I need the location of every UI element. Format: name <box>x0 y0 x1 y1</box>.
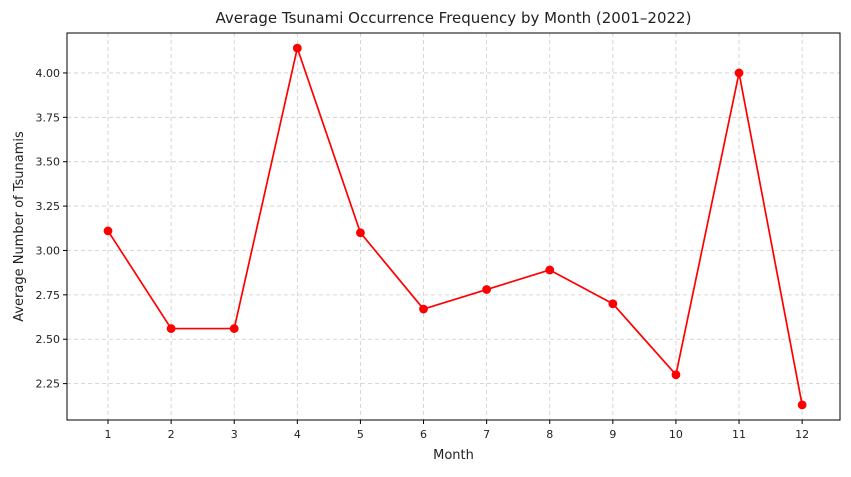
axis-ticks: 1 2 3 4 5 6 7 8 9 10 11 122.252.502.753.003.253.503… <box>36 67 810 441</box>
x-tick-label: 10 <box>669 428 683 441</box>
x-tick-label: 8 <box>546 428 553 441</box>
data-point <box>671 370 681 380</box>
x-tick-label: 1 <box>105 428 112 441</box>
y-tick-label: 3.75 <box>36 111 61 124</box>
y-tick-label: 3.50 <box>36 156 61 169</box>
data-point <box>797 400 807 410</box>
y-tick-label: 2.25 <box>36 378 61 391</box>
data-point <box>734 68 744 78</box>
y-tick-label: 2.50 <box>36 333 61 346</box>
x-axis-title: Month <box>433 448 474 463</box>
chart-title: Average Tsunami Occurrence Frequency by … <box>216 9 692 27</box>
data-point <box>356 228 365 238</box>
x-tick-label: 11 <box>732 428 746 441</box>
data-point <box>608 299 618 309</box>
data-point <box>419 304 428 314</box>
data-point <box>545 265 555 275</box>
y-tick-label: 3.00 <box>36 244 61 257</box>
y-tick-label: 2.75 <box>36 289 61 302</box>
y-tick-label: 4.00 <box>36 67 61 80</box>
data-point <box>482 285 492 294</box>
y-tick-label: 3.25 <box>36 200 61 213</box>
data-point <box>292 43 302 53</box>
data-point <box>166 324 176 333</box>
x-tick-label: 2 <box>168 428 175 441</box>
x-tick-label: 6 <box>420 428 427 441</box>
x-tick-label: 5 <box>357 428 364 441</box>
y-axis-title: Average Number of Tsunamis <box>12 131 27 322</box>
data-point <box>103 226 113 236</box>
series-line <box>107 47 803 406</box>
x-tick-label: 4 <box>294 428 301 441</box>
grid <box>67 33 840 420</box>
x-tick-label: 12 <box>795 428 809 441</box>
data-point <box>229 324 239 333</box>
x-tick-label: 9 <box>609 428 616 441</box>
x-tick-label: 7 <box>483 428 490 441</box>
series-layer <box>103 43 807 410</box>
plot-area-frame <box>66 32 841 421</box>
x-tick-label: 3 <box>231 428 238 441</box>
